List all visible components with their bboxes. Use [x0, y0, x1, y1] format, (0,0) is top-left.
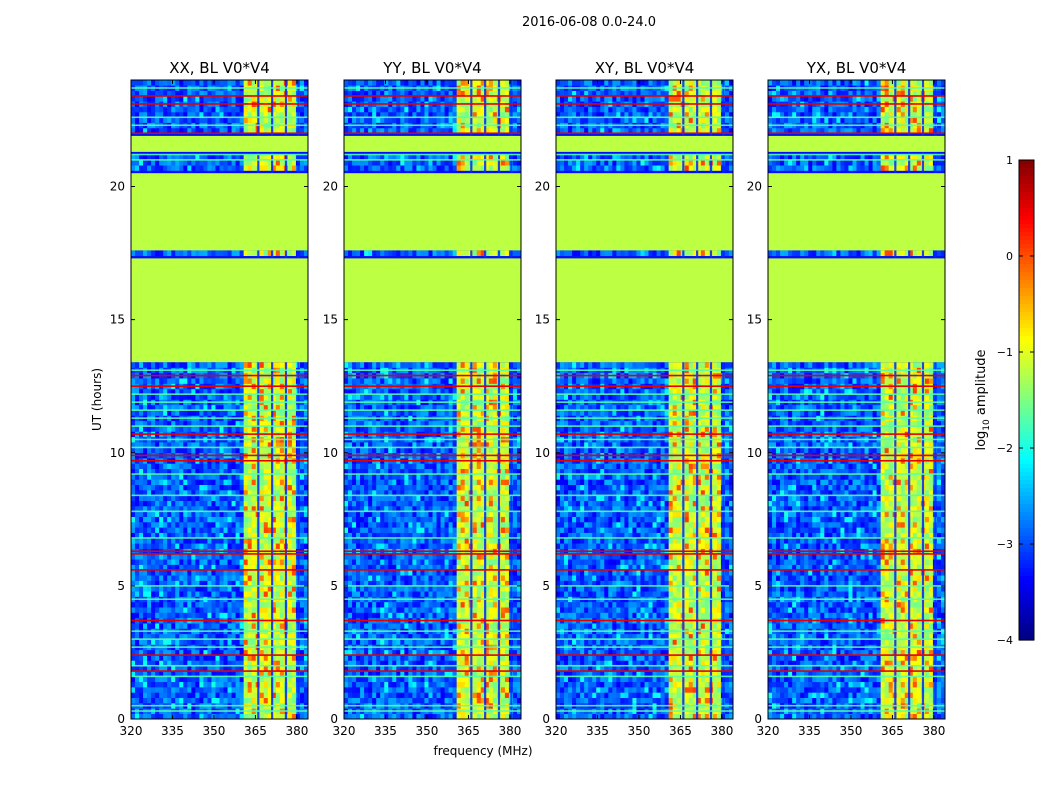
heatmap-panel-3: XY, BL V0*V4 320 335 350 365 380 0 5 10 15 20	[535, 59, 734, 738]
y-tick-label: 0	[754, 712, 762, 726]
y-tick-label: 0	[117, 712, 125, 726]
colorbar-tick-label: −3	[997, 538, 1013, 551]
x-tick-label: 320	[120, 724, 143, 738]
x-tick-label: 335	[586, 724, 609, 738]
colorbar-tick-label: −1	[997, 346, 1013, 359]
flagged-block	[344, 173, 521, 251]
y-tick-label: 10	[323, 446, 338, 460]
colorbar-gradient	[1019, 160, 1034, 641]
heatmap-panel-1: XX, BL V0*V4 320 335 350 365 380 0 5 10 15 20 UT (h…	[90, 59, 309, 738]
x-tick-label: 380	[498, 724, 521, 738]
x-tick-label: 350	[416, 724, 439, 738]
flagged-block	[556, 258, 733, 363]
y-tick-label: 5	[754, 579, 762, 593]
y-axis-label: UT (hours)	[90, 368, 104, 431]
colorbar-tick-label: −2	[997, 442, 1013, 455]
x-tick-label: 380	[922, 724, 945, 738]
flagged-block	[768, 258, 945, 363]
y-tick-label: 0	[542, 712, 550, 726]
y-tick-label: 5	[117, 579, 125, 593]
flagged-block	[768, 135, 945, 152]
colorbar-frame	[1018, 159, 1035, 641]
colorbar-label-prefix: log	[974, 431, 989, 451]
heatmap-cells	[768, 80, 945, 719]
y-tick-label: 10	[110, 446, 125, 460]
y-tick-label: 10	[747, 446, 762, 460]
y-tick-label: 20	[535, 180, 550, 194]
panel-frame	[130, 79, 309, 720]
colorbar-label-subscript: 10	[982, 419, 992, 431]
y-tick-label: 15	[323, 313, 338, 327]
flagged-block	[131, 135, 308, 152]
colorbar-tick-label: 0	[1006, 250, 1013, 263]
y-tick-label: 20	[323, 180, 338, 194]
colorbar-tick-label: 1	[1006, 154, 1013, 167]
panel-title: YY, BL V0*V4	[382, 59, 481, 77]
x-tick-label: 350	[203, 724, 226, 738]
x-tick-label: 365	[669, 724, 692, 738]
x-tick-label: 335	[374, 724, 397, 738]
flagged-block	[556, 173, 733, 251]
panel-frame	[767, 79, 946, 720]
y-tick-label: 15	[110, 313, 125, 327]
heatmap-cells	[131, 80, 308, 719]
colorbar: 10−1−2−3−4 log10 amplitude	[974, 154, 1035, 647]
x-tick-label: 350	[628, 724, 651, 738]
colorbar-label-suffix: amplitude	[974, 349, 989, 419]
heatmap-panel-2: YY, BL V0*V4 320 335 350 365 380 0 5 10 15 20 frequ…	[323, 59, 533, 758]
colorbar-label: log10 amplitude	[974, 349, 992, 450]
x-tick-label: 365	[881, 724, 904, 738]
y-tick-label: 0	[330, 712, 338, 726]
x-tick-label: 350	[840, 724, 863, 738]
x-tick-label: 335	[161, 724, 184, 738]
heatmap-cells	[556, 80, 733, 719]
panel-title: XY, BL V0*V4	[595, 59, 695, 77]
x-tick-label: 365	[244, 724, 267, 738]
x-tick-label: 320	[757, 724, 780, 738]
y-tick-label: 15	[747, 313, 762, 327]
flagged-block	[344, 135, 521, 152]
y-tick-label: 5	[542, 579, 550, 593]
panel-title: XX, BL V0*V4	[169, 59, 270, 77]
y-tick-label: 10	[535, 446, 550, 460]
y-tick-label: 20	[110, 180, 125, 194]
flagged-block	[131, 258, 308, 363]
y-tick-label: 20	[747, 180, 762, 194]
heatmap-cells	[344, 80, 521, 719]
y-tick-label: 15	[535, 313, 550, 327]
panel-frame	[555, 79, 734, 720]
panel-frame	[343, 79, 522, 720]
x-tick-label: 320	[333, 724, 356, 738]
x-tick-label: 365	[457, 724, 480, 738]
heatmap-panel-4: YX, BL V0*V4 320 335 350 365 380 0 5 10 15 20	[747, 59, 946, 738]
x-tick-label: 380	[285, 724, 308, 738]
flagged-block	[344, 258, 521, 363]
flagged-block	[131, 173, 308, 251]
x-tick-label: 335	[798, 724, 821, 738]
x-tick-label: 320	[545, 724, 568, 738]
flagged-block	[556, 135, 733, 152]
x-axis-label: frequency (MHz)	[433, 744, 532, 758]
figure-suptitle: 2016-06-08 0.0-24.0	[522, 15, 656, 30]
x-tick-label: 380	[710, 724, 733, 738]
y-tick-label: 5	[330, 579, 338, 593]
flagged-block	[768, 173, 945, 251]
colorbar-tick-label: −4	[997, 634, 1013, 647]
panel-title: YX, BL V0*V4	[806, 59, 907, 77]
